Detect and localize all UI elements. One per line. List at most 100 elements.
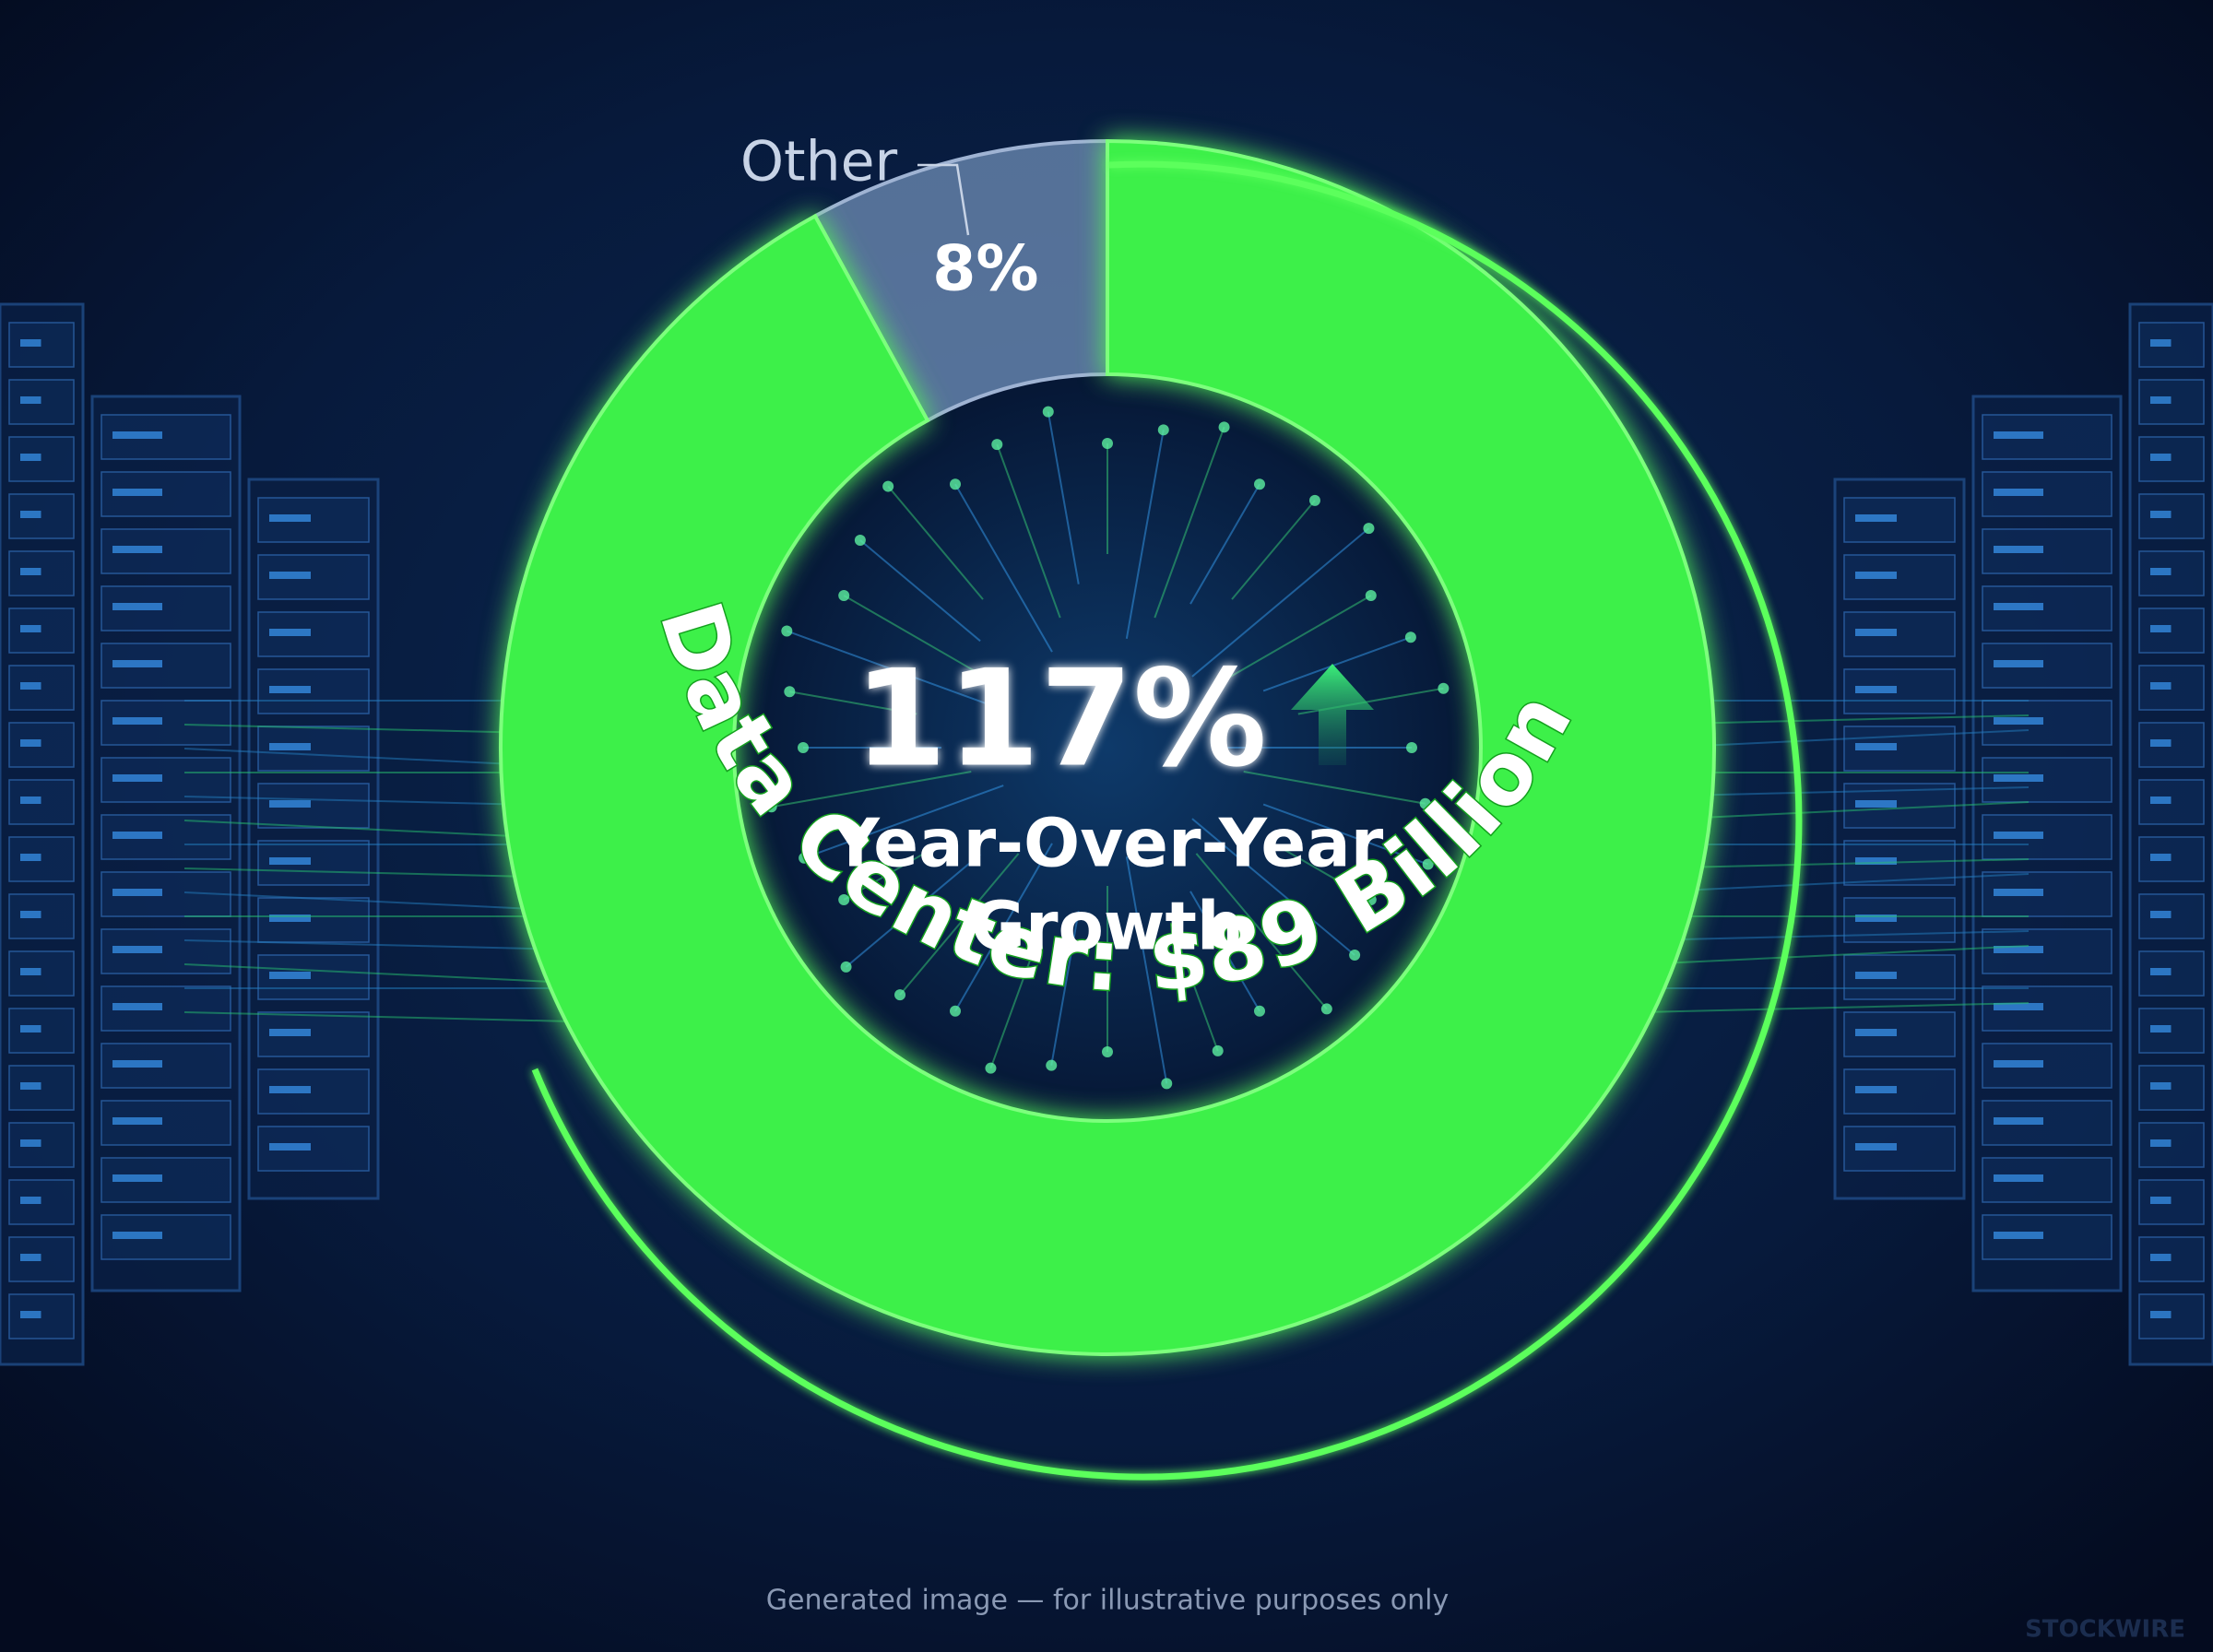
rack-unit [2138, 1008, 2205, 1054]
ray-dot [1157, 424, 1169, 436]
rack-unit [8, 608, 75, 654]
circuit-line [1640, 858, 2030, 869]
ray-dot [1102, 1046, 1113, 1057]
rack-unit [2138, 1179, 2205, 1225]
ray-dot [1404, 631, 1416, 643]
rack-led [20, 396, 41, 404]
category-label: Other [740, 130, 898, 195]
rack-led [1994, 1232, 2043, 1239]
rack-led [269, 800, 311, 808]
circuit-line [1640, 1002, 2030, 1013]
rack-led [2150, 568, 2172, 575]
ray [771, 771, 972, 808]
ray [843, 844, 941, 901]
rack-led [2150, 968, 2172, 975]
rack-led [1994, 832, 2043, 839]
rack-unit [2138, 493, 2205, 539]
rack-led [1994, 546, 2043, 553]
rack-led [20, 911, 41, 918]
rack-led [20, 1025, 41, 1032]
rack-unit [8, 379, 75, 425]
rack-led [1855, 857, 1897, 865]
rack-led [112, 717, 162, 725]
rack-led [2150, 1082, 2172, 1090]
slice [499, 138, 1716, 1356]
rack-led [20, 796, 41, 804]
rack-unit [2138, 779, 2205, 825]
rack-unit [8, 722, 75, 768]
rack-unit [8, 1236, 75, 1282]
rack-unit [2138, 950, 2205, 997]
rack-led [2150, 682, 2172, 690]
ray [1125, 430, 1165, 639]
rack-led [269, 629, 311, 636]
rack-unit [8, 322, 75, 368]
rack-led [112, 774, 162, 782]
ray [789, 690, 917, 715]
ray-dot [838, 894, 850, 905]
rack-led [1855, 1086, 1897, 1093]
rack-led [112, 603, 162, 610]
rack-led [1994, 1060, 2043, 1068]
ray [845, 853, 981, 968]
ray [1195, 853, 1328, 1010]
rack-led [112, 946, 162, 953]
rack-unit [2138, 893, 2205, 939]
rack-led [269, 1029, 311, 1036]
rack-led [269, 572, 311, 579]
ray [1226, 595, 1372, 679]
rack-led [1855, 1029, 1897, 1036]
ray-dot [1422, 858, 1434, 870]
circuit-line [183, 963, 573, 984]
ray [803, 785, 1004, 859]
rack-led [269, 514, 311, 522]
rack-led [20, 625, 41, 632]
rack-unit [2138, 608, 2205, 654]
ray [843, 595, 988, 679]
rack-led [2150, 339, 2172, 347]
rack-unit [8, 493, 75, 539]
rack-unit [8, 550, 75, 596]
ray-dot [1365, 894, 1377, 905]
outer-arc [531, 160, 1803, 1481]
ray-dot [854, 535, 866, 547]
ray-dot [1365, 590, 1377, 601]
ray-dot [950, 478, 961, 490]
rack-led [1855, 686, 1897, 693]
ray-dot [1438, 682, 1450, 694]
rack-led [2150, 1025, 2172, 1032]
rack-led [269, 1143, 311, 1150]
rack-led [112, 889, 162, 896]
rack-led [1855, 514, 1897, 522]
rack-unit [8, 436, 75, 482]
rack-led [1855, 972, 1897, 979]
ray-dot [882, 480, 894, 492]
rack-led [20, 968, 41, 975]
ray-dot [1102, 438, 1113, 449]
rack-led [269, 743, 311, 750]
rack-led [269, 914, 311, 922]
rack-led [20, 454, 41, 461]
rack-unit [2138, 1293, 2205, 1339]
rack-unit [2138, 379, 2205, 425]
rack-unit [2138, 436, 2205, 482]
rack-unit [8, 779, 75, 825]
ray [954, 843, 1053, 1012]
rack-led [269, 686, 311, 693]
ray-dot [784, 686, 796, 698]
rack-unit [8, 1008, 75, 1054]
ray [1274, 844, 1372, 901]
rack-led [2150, 739, 2172, 747]
ray [786, 630, 1004, 711]
ray-dot [840, 961, 852, 973]
rack-led [1994, 717, 2043, 725]
rack-led [112, 431, 162, 439]
rack-led [112, 832, 162, 839]
ray-dot [798, 742, 809, 753]
rack-led [112, 1003, 162, 1010]
rack-led [112, 489, 162, 496]
ray [887, 485, 984, 600]
ray [1262, 803, 1429, 866]
ray [1047, 411, 1080, 584]
